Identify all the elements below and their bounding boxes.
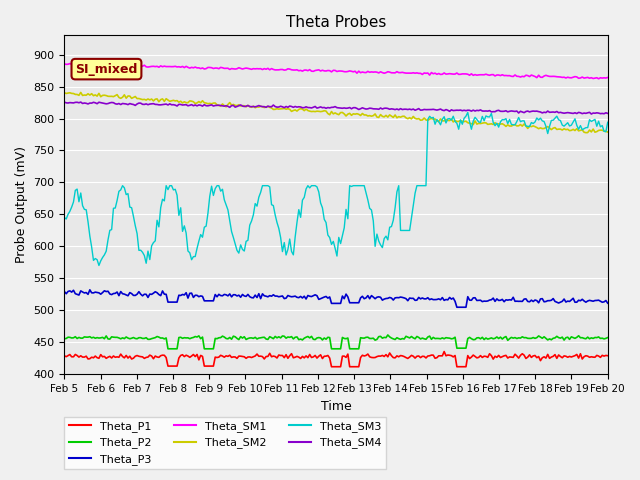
Theta_SM3: [61, 215, 68, 220]
Theta_P2: [557, 335, 564, 341]
Theta_P1: [328, 364, 335, 370]
Theta_SM2: [61, 90, 68, 96]
Theta_SM3: [604, 120, 612, 125]
Line: Theta_P3: Theta_P3: [65, 290, 608, 307]
Theta_SM1: [77, 60, 84, 66]
Theta_P3: [384, 296, 392, 301]
Theta_SM4: [555, 110, 563, 116]
Theta_P2: [397, 336, 404, 342]
Theta_SM3: [395, 183, 403, 189]
Theta_P2: [61, 336, 68, 342]
Theta_SM2: [395, 114, 403, 120]
Theta_P2: [164, 346, 172, 352]
Theta_SM3: [386, 224, 394, 230]
Line: Theta_P1: Theta_P1: [65, 351, 608, 367]
Theta_SM4: [395, 107, 403, 113]
Theta_SM1: [384, 69, 392, 74]
Theta_P3: [62, 291, 70, 297]
Theta_SM3: [384, 237, 392, 243]
Theta_SM2: [520, 121, 528, 127]
Theta_SM1: [62, 61, 70, 67]
Theta_SM1: [520, 74, 528, 80]
Theta_SM2: [555, 126, 563, 132]
Legend: Theta_P1, Theta_P2, Theta_P3, Theta_SM1, Theta_SM2, Theta_SM3, Theta_SM4: Theta_P1, Theta_P2, Theta_P3, Theta_SM1,…: [65, 417, 385, 469]
Theta_SM3: [464, 109, 472, 115]
Line: Theta_SM3: Theta_SM3: [65, 112, 608, 265]
Theta_SM2: [386, 112, 394, 118]
Theta_SM4: [77, 99, 84, 105]
Theta_P3: [557, 300, 564, 305]
Theta_SM3: [557, 118, 564, 123]
Theta_SM1: [604, 74, 612, 80]
Y-axis label: Probe Output (mV): Probe Output (mV): [15, 146, 28, 264]
Theta_P3: [386, 295, 394, 300]
Theta_SM4: [588, 111, 595, 117]
Theta_SM3: [62, 216, 70, 222]
Theta_SM3: [522, 123, 530, 129]
Theta_SM2: [77, 90, 84, 96]
Theta_SM4: [61, 99, 68, 105]
Theta_P3: [453, 304, 461, 310]
X-axis label: Time: Time: [321, 400, 351, 413]
Theta_P3: [604, 300, 612, 306]
Text: SI_mixed: SI_mixed: [76, 62, 138, 76]
Line: Theta_SM2: Theta_SM2: [65, 93, 608, 132]
Theta_P1: [395, 354, 403, 360]
Theta_SM1: [61, 61, 68, 67]
Line: Theta_SM1: Theta_SM1: [65, 63, 608, 79]
Theta_SM3: [95, 263, 103, 268]
Line: Theta_P2: Theta_P2: [65, 335, 608, 349]
Title: Theta Probes: Theta Probes: [286, 15, 386, 30]
Theta_P3: [395, 295, 403, 300]
Theta_SM1: [386, 69, 394, 75]
Theta_P2: [522, 335, 530, 340]
Theta_SM2: [604, 129, 612, 135]
Theta_P3: [86, 287, 93, 293]
Theta_SM1: [555, 74, 563, 80]
Theta_P2: [386, 334, 394, 340]
Theta_P2: [62, 336, 70, 341]
Theta_P1: [62, 354, 70, 360]
Theta_P1: [604, 353, 612, 359]
Theta_P3: [61, 288, 68, 294]
Theta_P3: [522, 296, 530, 302]
Theta_SM2: [582, 130, 589, 135]
Theta_P2: [388, 335, 396, 341]
Theta_SM4: [520, 110, 528, 116]
Theta_SM4: [386, 107, 394, 112]
Theta_SM1: [595, 76, 602, 82]
Theta_SM4: [604, 110, 612, 116]
Theta_SM4: [62, 100, 70, 106]
Theta_SM4: [384, 106, 392, 111]
Theta_SM2: [384, 114, 392, 120]
Theta_SM2: [62, 91, 70, 96]
Theta_SM1: [395, 70, 403, 75]
Theta_P1: [522, 356, 530, 361]
Theta_P1: [384, 354, 392, 360]
Theta_P2: [604, 335, 612, 340]
Theta_P2: [384, 332, 392, 338]
Theta_P1: [61, 353, 68, 359]
Theta_P1: [557, 354, 564, 360]
Line: Theta_SM4: Theta_SM4: [65, 102, 608, 114]
Theta_P1: [386, 350, 394, 356]
Theta_P1: [440, 348, 448, 354]
